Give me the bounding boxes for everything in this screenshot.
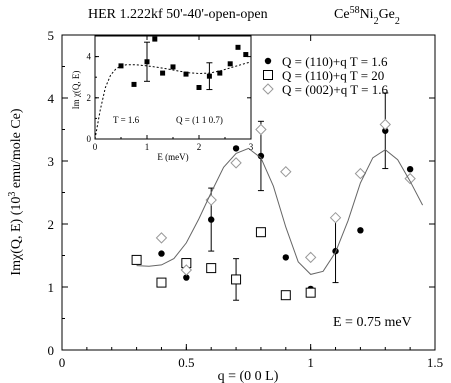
point-filled-circle — [183, 274, 190, 281]
inset-x-axis-label: E (meV) — [157, 152, 188, 162]
point-open-square — [206, 263, 217, 274]
legend-marker-filled-circle — [264, 57, 272, 65]
inset-marks — [94, 36, 252, 140]
point-open-square — [255, 227, 266, 238]
point-filled-circle — [158, 250, 165, 257]
point-filled-circle — [406, 165, 414, 173]
point-open-diamond — [329, 211, 342, 224]
inset-x-tick-label: 3 — [249, 142, 254, 152]
inset-temperature-annotation: T = 1.6 — [113, 115, 140, 125]
legend-marker-open-diamond — [262, 83, 274, 95]
inset-point-filled-square — [152, 36, 158, 42]
y-tick-label: 0 — [48, 343, 55, 358]
inset-point-filled-square — [183, 71, 189, 77]
inset-point-filled-square — [217, 70, 223, 76]
inset-point-filled-square — [206, 73, 212, 79]
y-tick-label: 1 — [48, 280, 55, 295]
point-open-square — [156, 277, 167, 288]
point-filled-circle — [232, 145, 240, 152]
point-open-diamond — [230, 157, 242, 169]
point-filled-circle — [382, 127, 389, 134]
legend-label-3: Q = (002)+q T = 1.6 — [282, 82, 389, 97]
x-tick-label: 0 — [59, 355, 66, 370]
point-open-diamond — [304, 251, 317, 264]
inset-y-tick-label: 4 — [87, 52, 92, 62]
point-open-square — [131, 254, 142, 265]
point-filled-circle — [208, 216, 215, 223]
point-open-diamond — [255, 123, 267, 136]
main-axes: 0 0.5 1 1.5 0 1 2 3 4 5 — [48, 28, 444, 370]
chart-title: HER 1.222kf 50'-40'-open-open — [88, 7, 268, 22]
inset-point-filled-square — [131, 81, 137, 87]
point-open-diamond — [180, 264, 193, 276]
y-tick-label: 4 — [48, 91, 55, 106]
legend-label-1: Q = (110)+q T = 1.6 — [282, 54, 388, 69]
inset-point-filled-square — [243, 52, 249, 58]
legend: Q = (110)+q T = 1.6 Q = (110)+q T = 20 Q… — [262, 54, 389, 97]
point-filled-circle — [357, 227, 364, 234]
inset-point-filled-square — [160, 70, 166, 76]
x-tick-label: 1.5 — [427, 355, 443, 370]
inset-point-filled-square — [227, 61, 233, 67]
inset-point-filled-square — [235, 44, 241, 50]
legend-marker-open-square — [263, 70, 273, 80]
inset-frame — [94, 35, 252, 140]
inset-y-tick-label: 0 — [87, 134, 92, 144]
y-axis-label: Imχ(Q, E) (103 emu/mole Ce) — [7, 108, 25, 275]
inset-x-tick-label: 1 — [145, 142, 150, 152]
point-open-diamond — [280, 166, 292, 178]
legend-label-2: Q = (110)+q T = 20 — [282, 68, 384, 83]
point-open-square — [280, 290, 291, 301]
inset-point-filled-square — [196, 85, 202, 90]
point-open-square — [305, 287, 316, 298]
main-marks — [131, 92, 424, 301]
inset-q-annotation: Q = (1 1 0.7) — [176, 115, 223, 125]
inset-x-tick-label: 2 — [197, 142, 202, 152]
y-tick-label: 2 — [48, 217, 55, 232]
point-open-diamond — [354, 167, 367, 180]
inset-point-filled-square — [170, 64, 176, 70]
x-tick-label: 1 — [307, 355, 314, 370]
x-tick-label: 0.5 — [178, 355, 194, 370]
point-open-square — [231, 274, 242, 285]
inset-x-tick-label: 0 — [93, 142, 98, 152]
inset-y-axis-label: Im χ(Q, E) — [71, 71, 81, 110]
x-axis-label: q = (0 0 L) — [218, 369, 279, 383]
point-open-diamond — [155, 232, 168, 244]
fit-curve — [136, 147, 424, 275]
inset-axes: 0 1 2 3 0 2 4 — [87, 35, 254, 152]
inset-fit-curve — [94, 61, 252, 140]
point-open-diamond — [379, 118, 391, 131]
y-tick-label: 5 — [48, 28, 55, 43]
energy-annotation: E = 0.75 meV — [333, 315, 412, 330]
inset-point-filled-square — [144, 59, 150, 65]
chart-subtitle: Ce58Ni2Ge2 — [334, 5, 400, 27]
inset-y-tick-label: 2 — [87, 93, 92, 103]
y-tick-label: 3 — [48, 154, 55, 169]
point-filled-circle — [257, 152, 265, 160]
point-filled-circle — [282, 254, 289, 261]
